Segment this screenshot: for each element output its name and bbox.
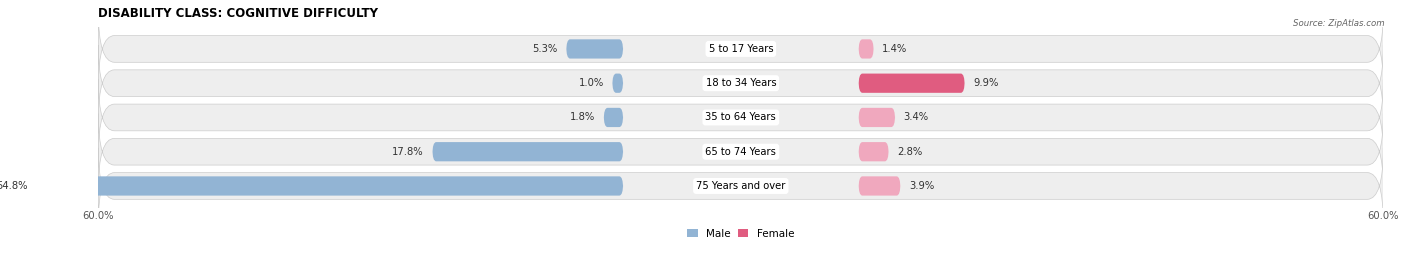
Text: 5.3%: 5.3%	[533, 44, 558, 54]
FancyBboxPatch shape	[859, 108, 896, 127]
FancyBboxPatch shape	[859, 176, 900, 196]
Text: DISABILITY CLASS: COGNITIVE DIFFICULTY: DISABILITY CLASS: COGNITIVE DIFFICULTY	[98, 7, 378, 20]
Text: 5 to 17 Years: 5 to 17 Years	[709, 44, 773, 54]
FancyBboxPatch shape	[98, 148, 1384, 224]
Text: 1.0%: 1.0%	[578, 78, 603, 88]
Text: 9.9%: 9.9%	[973, 78, 998, 88]
Text: 1.4%: 1.4%	[882, 44, 907, 54]
FancyBboxPatch shape	[859, 74, 965, 93]
Text: 17.8%: 17.8%	[392, 147, 423, 157]
FancyBboxPatch shape	[37, 176, 623, 196]
FancyBboxPatch shape	[433, 142, 623, 161]
FancyBboxPatch shape	[98, 45, 1384, 121]
FancyBboxPatch shape	[859, 142, 889, 161]
FancyBboxPatch shape	[567, 39, 623, 59]
FancyBboxPatch shape	[98, 114, 1384, 190]
FancyBboxPatch shape	[859, 39, 873, 59]
Text: 18 to 34 Years: 18 to 34 Years	[706, 78, 776, 88]
Text: 35 to 64 Years: 35 to 64 Years	[706, 112, 776, 122]
Text: 54.8%: 54.8%	[0, 181, 28, 191]
Text: 1.8%: 1.8%	[569, 112, 595, 122]
Text: 3.9%: 3.9%	[908, 181, 934, 191]
FancyBboxPatch shape	[98, 11, 1384, 87]
Text: 2.8%: 2.8%	[897, 147, 922, 157]
Text: Source: ZipAtlas.com: Source: ZipAtlas.com	[1294, 19, 1385, 28]
FancyBboxPatch shape	[98, 79, 1384, 155]
FancyBboxPatch shape	[603, 108, 623, 127]
Text: 3.4%: 3.4%	[904, 112, 929, 122]
FancyBboxPatch shape	[613, 74, 623, 93]
Legend: Male, Female: Male, Female	[683, 225, 799, 243]
Text: 65 to 74 Years: 65 to 74 Years	[706, 147, 776, 157]
Text: 75 Years and over: 75 Years and over	[696, 181, 786, 191]
